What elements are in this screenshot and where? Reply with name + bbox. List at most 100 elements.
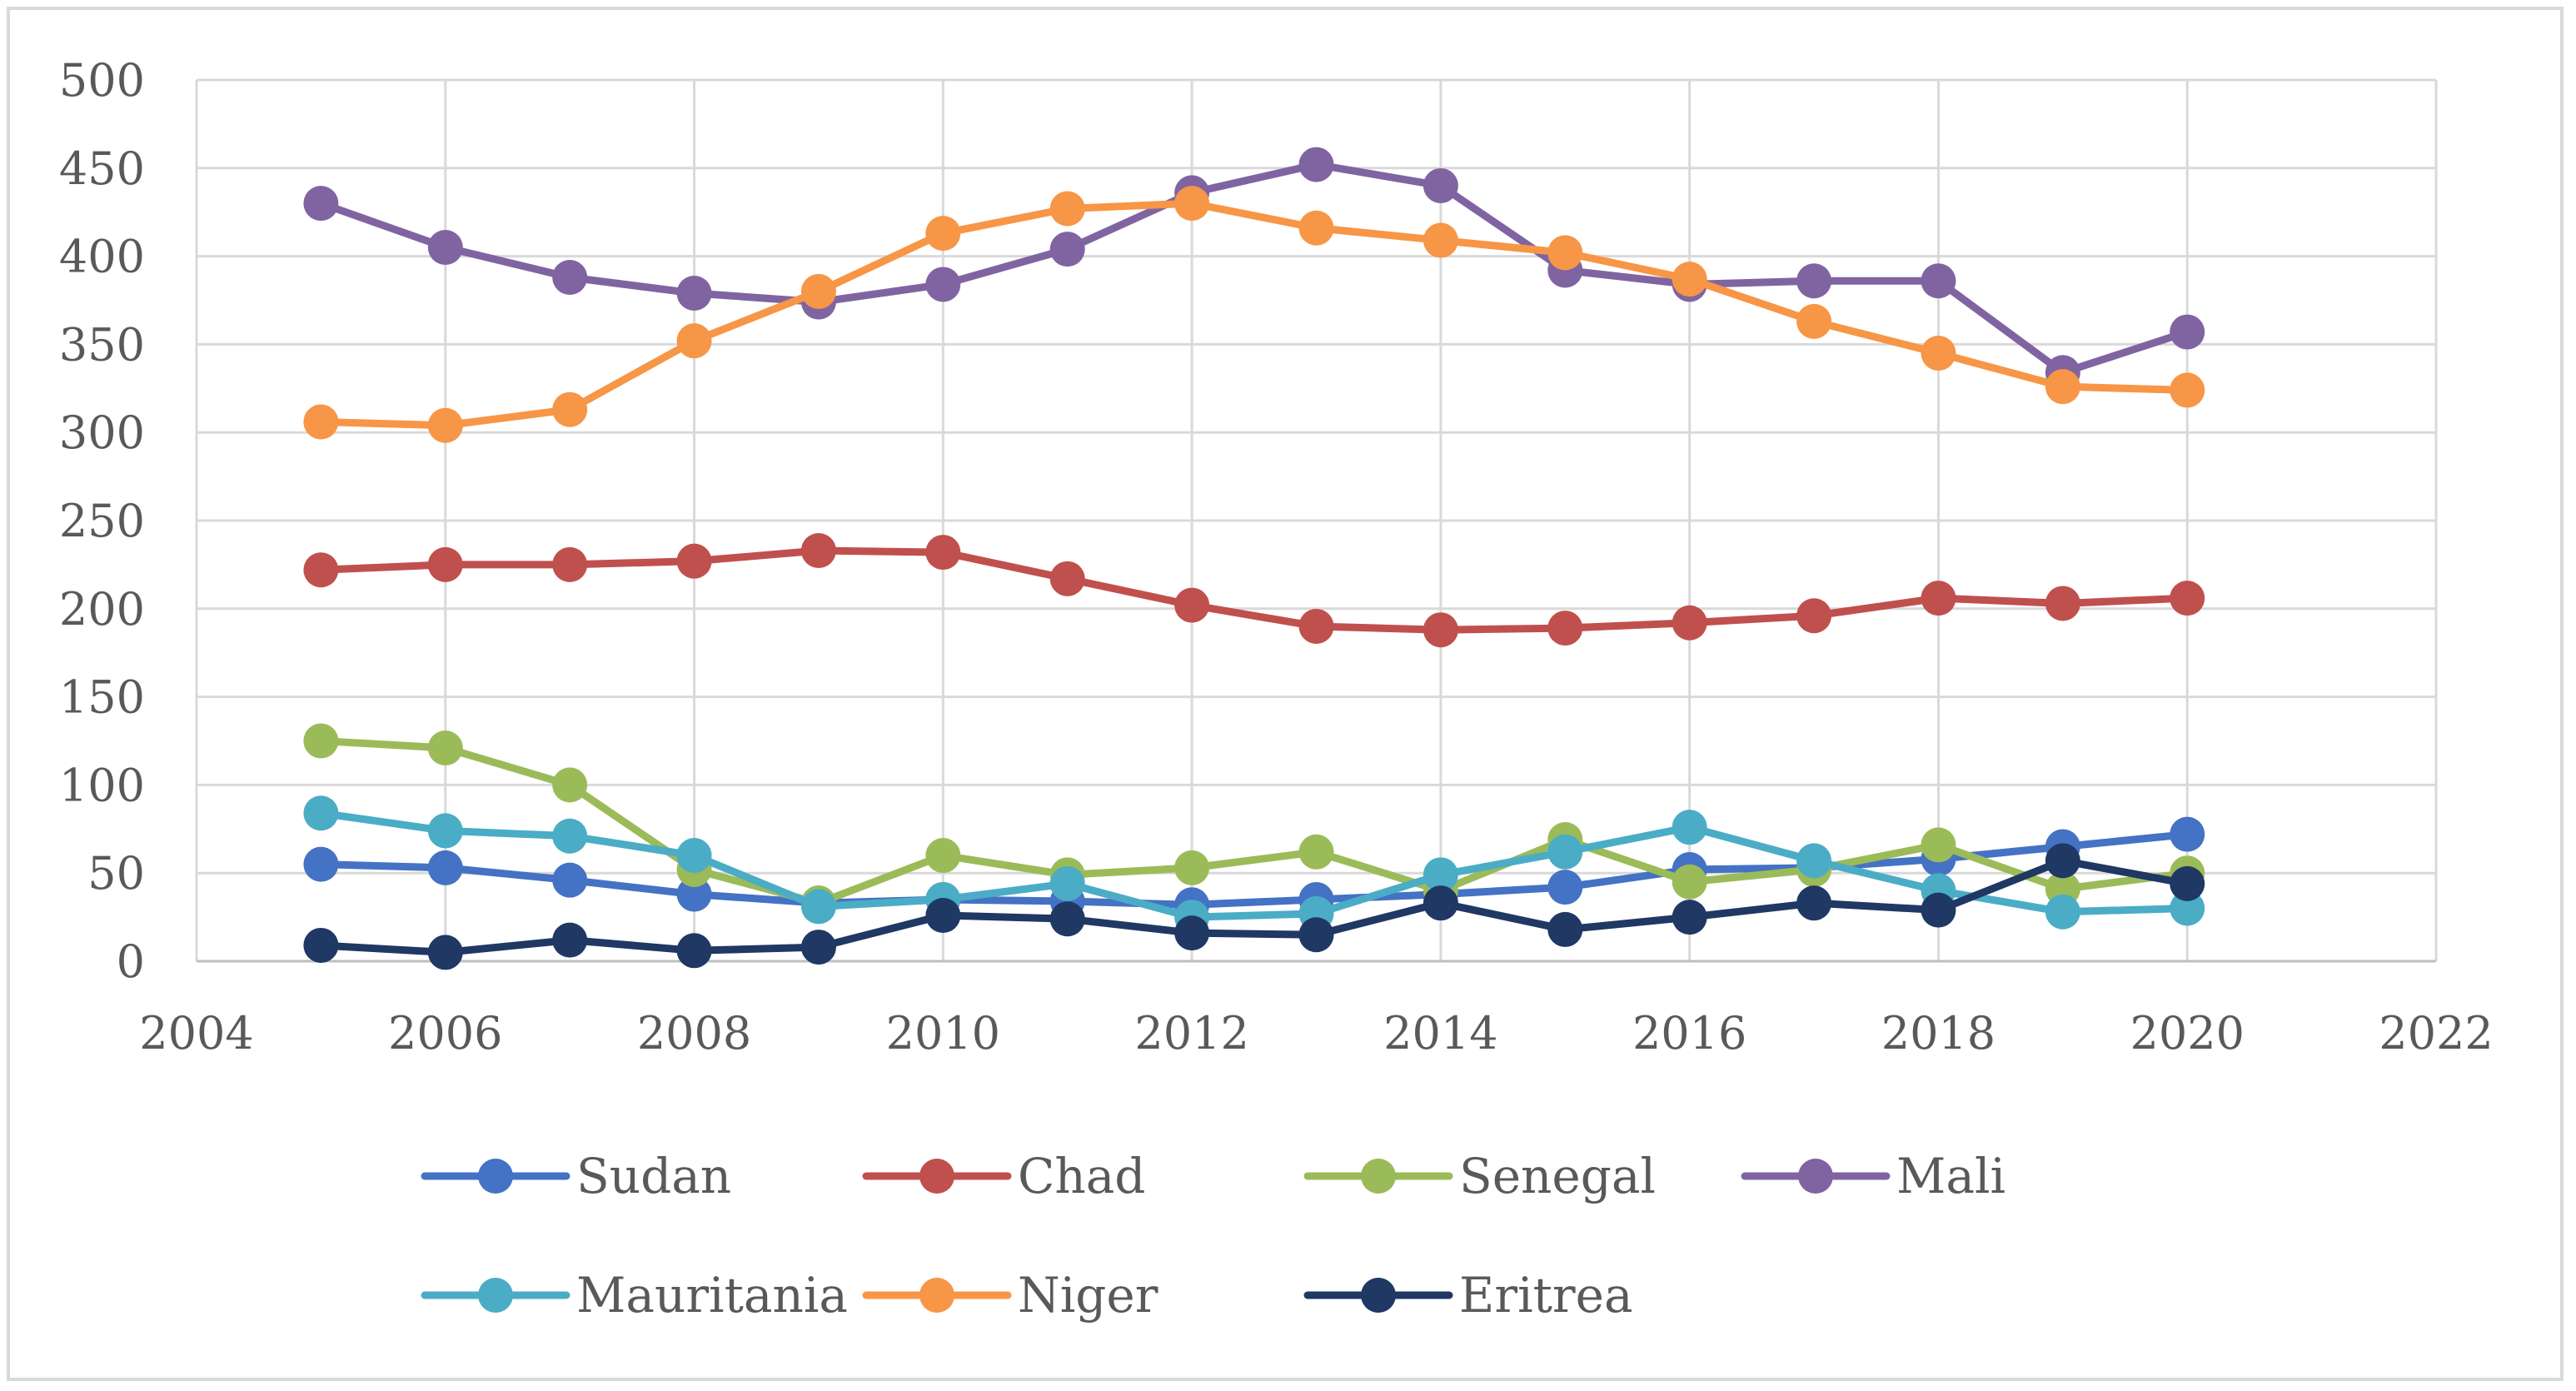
- series-chad: [303, 532, 2205, 648]
- data-point-niger-2007: [552, 391, 588, 427]
- legend-label-chad: Chad: [1018, 1148, 1145, 1204]
- data-point-eritrea-2006: [427, 935, 463, 970]
- data-point-niger-2005: [303, 404, 339, 440]
- data-point-mali-2010: [925, 267, 961, 302]
- legend-label-mauritania: Mauritania: [576, 1267, 848, 1324]
- data-point-mauritania-2016: [1672, 810, 1707, 845]
- data-point-mauritania-2008: [676, 838, 712, 874]
- data-point-mali-2006: [427, 230, 463, 266]
- data-point-niger-2014: [1423, 222, 1458, 258]
- data-point-mauritania-2019: [2045, 894, 2080, 930]
- data-point-chad-2019: [2045, 586, 2080, 621]
- data-point-eritrea-2017: [1796, 885, 1832, 921]
- legend: Sudan Chad Senegal Mali Mauritania Niger Eritr…: [421, 1148, 2005, 1324]
- y-tick-label-450: 450: [59, 142, 145, 195]
- data-point-eritrea-2020: [2170, 865, 2205, 901]
- series-line-senegal: [316, 737, 2191, 907]
- data-point-eritrea-2013: [1298, 917, 1334, 953]
- legend-item-niger: Niger: [862, 1267, 1158, 1324]
- series-niger: [303, 186, 2205, 443]
- data-point-niger-2011: [1049, 191, 1085, 227]
- x-tick-label-2014: 2014: [1383, 1007, 1497, 1059]
- data-point-eritrea-2011: [1049, 901, 1085, 937]
- legend-swatch-marker-senegal: [1361, 1159, 1396, 1194]
- legend-item-eritrea: Eritrea: [1303, 1267, 1633, 1324]
- legend-item-chad: Chad: [862, 1148, 1145, 1204]
- data-point-niger-2006: [427, 407, 463, 443]
- y-tick-label-0: 0: [117, 935, 145, 988]
- legend-item-mali: Mali: [1741, 1148, 2005, 1204]
- data-point-chad-2015: [1547, 611, 1583, 646]
- y-tick-label-500: 500: [59, 54, 145, 107]
- data-point-senegal-2006: [427, 730, 463, 765]
- series-group: [303, 147, 2205, 970]
- data-point-niger-2016: [1672, 262, 1707, 297]
- data-point-eritrea-2015: [1547, 911, 1583, 947]
- data-point-eritrea-2010: [925, 897, 961, 933]
- data-point-mali-2005: [303, 186, 339, 222]
- series-mali: [303, 147, 2205, 391]
- data-point-niger-2017: [1796, 303, 1832, 339]
- x-tick-label-2018: 2018: [1881, 1007, 1996, 1059]
- data-point-eritrea-2016: [1672, 900, 1707, 935]
- legend-swatch-marker-eritrea: [1361, 1278, 1396, 1313]
- legend-item-sudan: Sudan: [421, 1148, 731, 1204]
- data-point-chad-2016: [1672, 605, 1707, 641]
- series-line-chad: [316, 546, 2191, 634]
- x-tick-label-2022: 2022: [2379, 1007, 2493, 1059]
- data-point-senegal-2016: [1672, 864, 1707, 900]
- data-point-eritrea-2009: [800, 930, 836, 965]
- data-point-mali-2008: [676, 276, 712, 312]
- data-point-mali-2017: [1796, 263, 1832, 299]
- x-tick-label-2010: 2010: [886, 1007, 1000, 1059]
- data-point-mauritania-2014: [1423, 857, 1458, 893]
- data-point-chad-2010: [925, 535, 961, 571]
- data-point-eritrea-2019: [2045, 843, 2080, 879]
- series-line-sudan: [316, 830, 2191, 909]
- data-point-mali-2007: [552, 259, 588, 295]
- series-senegal: [303, 723, 2205, 921]
- data-point-chad-2013: [1298, 608, 1334, 644]
- data-point-mauritania-2015: [1547, 834, 1583, 870]
- data-point-niger-2015: [1547, 235, 1583, 271]
- data-point-mali-2011: [1049, 232, 1085, 267]
- data-point-chad-2011: [1049, 561, 1085, 596]
- data-point-chad-2014: [1423, 612, 1458, 648]
- y-tick-label-350: 350: [59, 318, 145, 371]
- data-point-chad-2005: [303, 552, 339, 588]
- y-tick-label-250: 250: [59, 495, 145, 547]
- data-point-chad-2008: [676, 543, 712, 579]
- data-point-senegal-2012: [1174, 850, 1210, 885]
- x-tick-label-2006: 2006: [388, 1007, 502, 1059]
- data-point-chad-2009: [800, 532, 836, 568]
- data-point-mauritania-2017: [1796, 843, 1832, 879]
- data-point-sudan-2007: [552, 862, 588, 898]
- data-point-chad-2018: [1921, 581, 1956, 616]
- data-point-mali-2020: [2170, 314, 2205, 350]
- series-line-mali: [316, 161, 2191, 376]
- data-point-senegal-2007: [552, 767, 588, 803]
- legend-swatch-marker-niger: [919, 1278, 954, 1313]
- legend-label-sudan: Sudan: [576, 1148, 731, 1204]
- x-tick-label-2008: 2008: [637, 1007, 751, 1059]
- data-point-eritrea-2008: [676, 933, 712, 969]
- data-point-senegal-2013: [1298, 834, 1334, 870]
- data-point-chad-2012: [1174, 587, 1210, 623]
- data-point-niger-2019: [2045, 369, 2080, 405]
- legend-item-mauritania: Mauritania: [421, 1267, 848, 1324]
- legend-swatch-marker-sudan: [478, 1159, 513, 1194]
- data-point-niger-2009: [800, 273, 836, 309]
- x-axis-ticks: 2004 2006 2008 2010 2012 2014 2016 2018 2020 2022: [139, 1007, 2493, 1059]
- data-point-mauritania-2007: [552, 818, 588, 854]
- series-line-mauritania: [316, 809, 2191, 921]
- data-point-mauritania-2011: [1049, 865, 1085, 901]
- legend-swatch-marker-chad: [919, 1159, 954, 1194]
- data-point-mauritania-2006: [427, 813, 463, 849]
- data-point-mali-2018: [1921, 263, 1956, 299]
- data-point-mauritania-2020: [2170, 890, 2205, 926]
- data-point-mauritania-2009: [800, 889, 836, 925]
- data-point-sudan-2008: [676, 876, 712, 912]
- series-line-niger: [316, 199, 2191, 430]
- data-point-chad-2006: [427, 546, 463, 582]
